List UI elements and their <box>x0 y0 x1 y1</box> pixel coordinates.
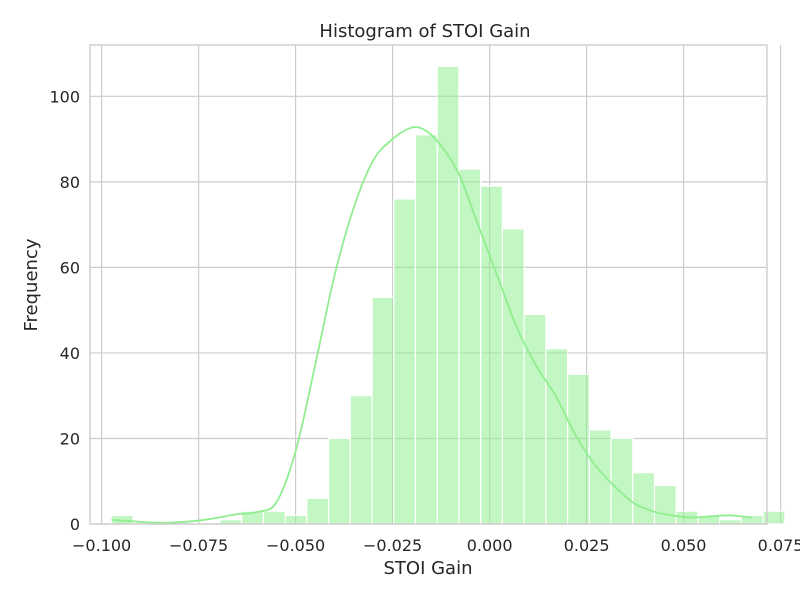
y-tick-label: 100 <box>49 87 80 106</box>
x-tick-label: 0.000 <box>467 536 513 555</box>
x-tick-label: 0.075 <box>758 536 800 555</box>
histogram-bar <box>436 65 460 525</box>
axes-frame <box>89 44 768 525</box>
x-tick-label: −0.100 <box>72 536 131 555</box>
histogram-bar <box>284 514 308 525</box>
histogram-bar <box>588 429 612 525</box>
histogram-bar <box>349 395 373 525</box>
histogram-bar <box>306 497 330 525</box>
x-tick-label: 0.025 <box>564 536 610 555</box>
y-tick-label: 40 <box>60 344 80 363</box>
histogram-bar <box>566 373 590 525</box>
y-tick-label: 20 <box>60 429 80 448</box>
histogram-bar <box>545 348 569 525</box>
histogram-bar <box>653 484 677 525</box>
histogram-bar <box>414 134 438 525</box>
histogram-bar <box>501 228 525 525</box>
x-tick-label: −0.050 <box>266 536 325 555</box>
histogram-bar <box>632 472 656 525</box>
x-tick-label: 0.050 <box>661 536 707 555</box>
histogram-bar <box>480 185 504 525</box>
plot-frame <box>89 44 768 525</box>
y-tick-label: 80 <box>60 173 80 192</box>
histogram-bar <box>327 437 351 525</box>
histogram-bars <box>110 65 786 525</box>
histogram-bar <box>762 510 786 525</box>
histogram-bar <box>262 510 286 525</box>
histogram-bar <box>610 437 634 525</box>
histogram-bar <box>523 313 547 525</box>
histogram-bar <box>393 198 417 525</box>
histogram-bar <box>371 296 395 525</box>
y-tick-label: 60 <box>60 258 80 277</box>
kde-curve <box>111 126 752 524</box>
x-tick-label: −0.075 <box>169 536 228 555</box>
y-axis-label: Frequency <box>21 238 42 331</box>
x-axis-ticks: −0.100 −0.075 −0.050 −0.025 0.000 0.025 0.050 0… <box>72 536 800 555</box>
chart-title: Histogram of STOI Gain <box>319 21 530 42</box>
x-tick-label: −0.025 <box>363 536 422 555</box>
y-tick-label: 0 <box>70 515 80 534</box>
y-axis-ticks: 0 20 40 60 80 100 <box>49 87 80 534</box>
x-axis-label: STOI Gain <box>383 558 472 579</box>
